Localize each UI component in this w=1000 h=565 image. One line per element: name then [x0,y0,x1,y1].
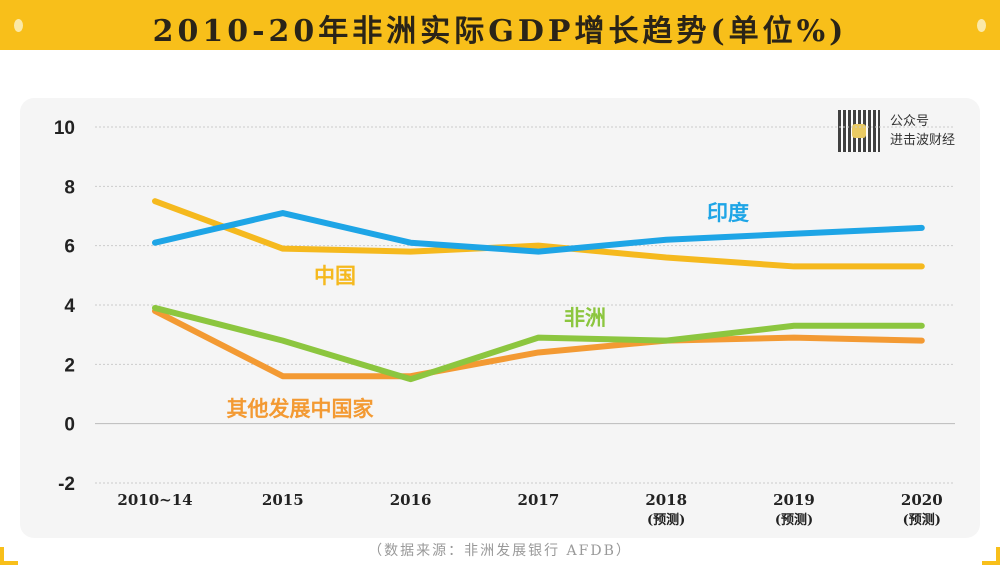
y-tick-label: -2 [58,474,75,495]
x-tick-note: (预测) [903,512,941,528]
y-tick-label: 10 [54,118,75,139]
banner-dot [977,19,986,32]
watermark: 公众号 进击波财经 [890,112,955,150]
qr-code [838,110,880,152]
chart-card [20,98,980,538]
x-tick-label: 2019 [773,491,815,509]
series-label: 非洲 [564,305,606,330]
x-tick-label: 2017 [518,491,560,509]
series-label: 其他发展中国家 [227,396,375,421]
x-tick-label: 2020 [901,491,943,509]
series-label: 印度 [707,200,749,225]
x-tick-label: 2016 [390,491,432,509]
series-line-3 [152,307,925,380]
series-label: 中国 [314,263,356,288]
x-tick-note: (预测) [775,512,813,528]
source-note: （数据来源：非洲发展银行 AFDB） [368,543,632,559]
chart-title: 2010-20年非洲实际GDP增长趋势(单位%) [152,14,848,49]
y-tick-label: 6 [64,237,75,258]
x-tick-label: 2018 [645,491,687,509]
watermark-line2: 进击波财经 [890,133,956,148]
series-line-0 [152,210,925,255]
banner-dot [14,19,23,32]
corner-decoration [982,547,1000,565]
y-tick-label: 0 [64,415,75,436]
corner-decoration [0,547,18,565]
x-tick-label: 2010~14 [117,491,192,509]
x-tick-label: 2015 [262,491,304,509]
y-tick-label: 2 [64,355,75,376]
y-tick-label: 4 [64,296,75,317]
watermark-line1: 公众号 [890,114,930,129]
series-line-1 [152,198,925,270]
x-tick-note: (预测) [647,512,685,528]
y-tick-label: 8 [64,177,75,198]
series-line-2 [152,304,925,383]
title-banner: 2010-20年非洲实际GDP增长趋势(单位%) [0,0,1000,50]
